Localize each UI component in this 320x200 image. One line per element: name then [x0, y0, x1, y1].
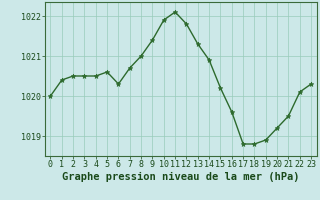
- X-axis label: Graphe pression niveau de la mer (hPa): Graphe pression niveau de la mer (hPa): [62, 172, 300, 182]
